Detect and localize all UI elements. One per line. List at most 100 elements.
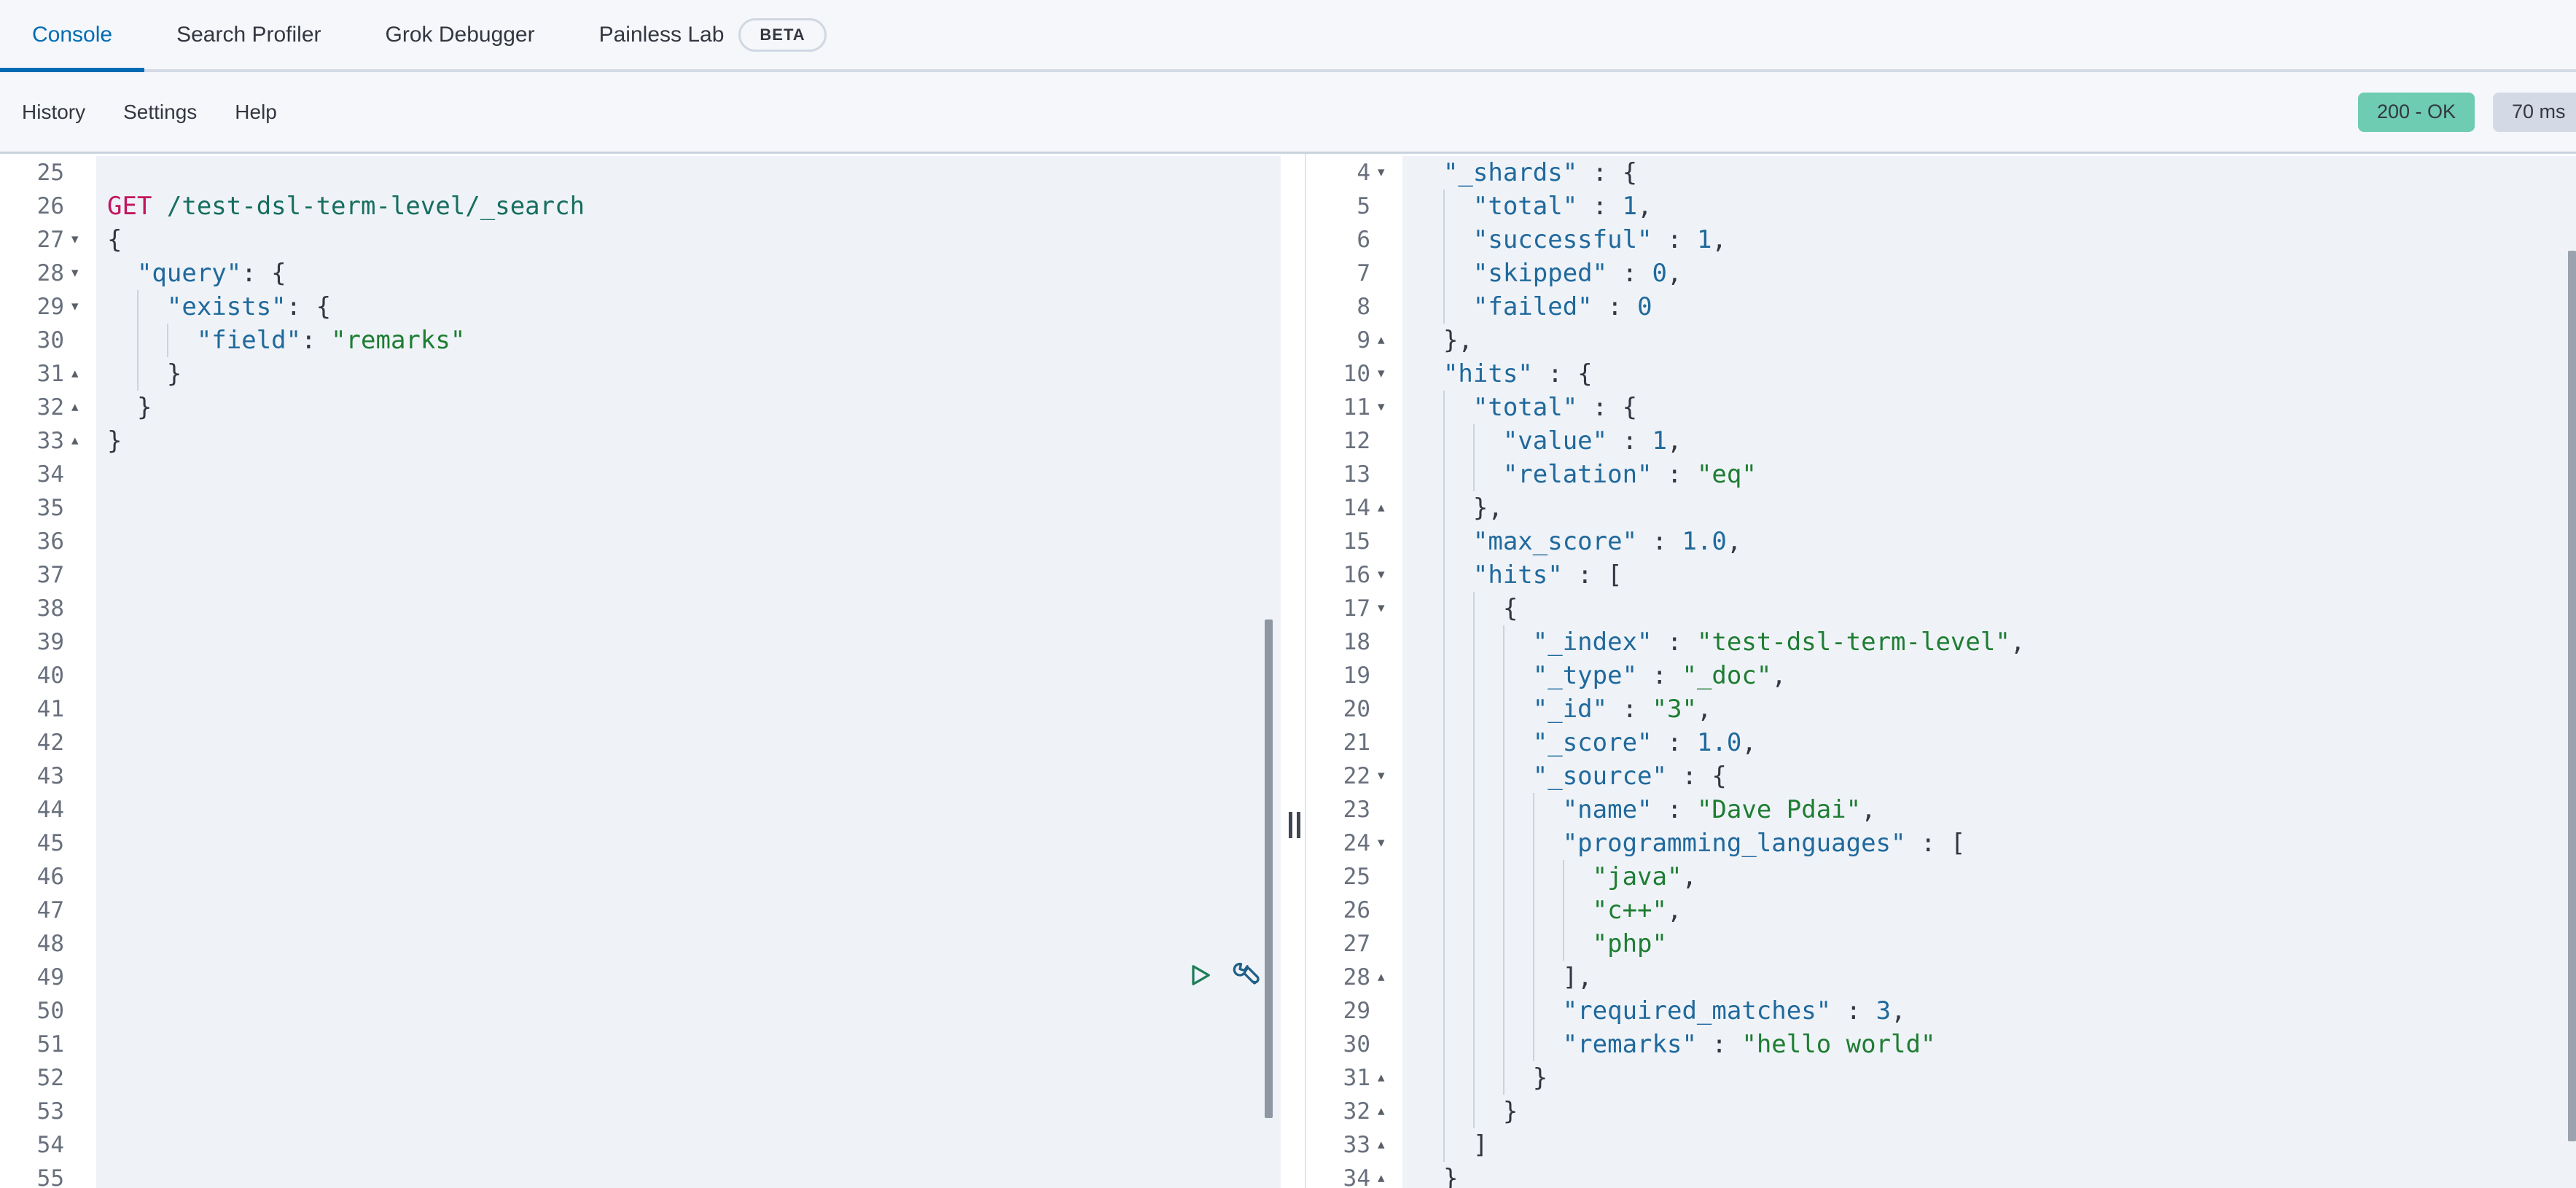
- menu-help[interactable]: Help: [235, 100, 277, 123]
- code-content[interactable]: "query": {: [96, 257, 1281, 290]
- fold-toggle-icon[interactable]: ▾: [69, 257, 96, 290]
- code-content[interactable]: "relation" : "eq": [1402, 458, 2576, 491]
- code-content[interactable]: "_type" : "_doc",: [1402, 659, 2576, 692]
- code-content[interactable]: [96, 961, 1281, 994]
- code-content[interactable]: [96, 659, 1281, 692]
- code-content[interactable]: "total" : {: [1402, 391, 2576, 424]
- code-content[interactable]: "name" : "Dave Pdai",: [1402, 793, 2576, 826]
- code-content[interactable]: [96, 793, 1281, 826]
- tab-grok-debugger[interactable]: Grok Debugger: [354, 0, 567, 69]
- send-request-button[interactable]: [1184, 958, 1217, 992]
- code-content[interactable]: [96, 625, 1281, 659]
- code-content[interactable]: [96, 491, 1281, 525]
- fold-toggle-icon[interactable]: ▾: [1375, 759, 1402, 793]
- fold-toggle-icon[interactable]: ▴: [1375, 1061, 1402, 1095]
- code-content[interactable]: "required_matches" : 3,: [1402, 994, 2576, 1028]
- fold-toggle-icon[interactable]: ▾: [1375, 558, 1402, 592]
- tab-console[interactable]: Console: [0, 0, 145, 72]
- code-content[interactable]: }: [96, 424, 1281, 458]
- code-content[interactable]: [96, 1128, 1281, 1162]
- fold-toggle-icon[interactable]: ▴: [69, 391, 96, 424]
- indent-space: [1413, 257, 1443, 290]
- response-scrollbar-thumb[interactable]: [2568, 251, 2576, 1141]
- code-content[interactable]: [96, 894, 1281, 927]
- fold-toggle-icon[interactable]: ▴: [1375, 1128, 1402, 1162]
- code-content[interactable]: [96, 1162, 1281, 1188]
- fold-toggle-icon[interactable]: ▴: [1375, 491, 1402, 525]
- code-content[interactable]: }: [1402, 1061, 2576, 1095]
- code-content[interactable]: },: [1402, 491, 2576, 525]
- request-scrollbar-thumb[interactable]: [1265, 620, 1273, 1118]
- fold-toggle-icon[interactable]: ▴: [1375, 1162, 1402, 1188]
- code-content[interactable]: "exists": {: [96, 290, 1281, 324]
- code-content[interactable]: "failed" : 0: [1402, 290, 2576, 324]
- code-content[interactable]: "programming_languages" : [: [1402, 826, 2576, 860]
- fold-toggle-icon[interactable]: ▴: [69, 424, 96, 458]
- code-content[interactable]: }: [1402, 1162, 2576, 1188]
- code-content[interactable]: [96, 558, 1281, 592]
- code-content[interactable]: "_id" : "3",: [1402, 692, 2576, 726]
- menu-history[interactable]: History: [22, 100, 86, 123]
- code-content[interactable]: ]: [1402, 1128, 2576, 1162]
- code-content[interactable]: },: [1402, 324, 2576, 357]
- code-content[interactable]: "field": "remarks": [96, 324, 1281, 357]
- request-editor-panel[interactable]: 25 26 GET /test-dsl-term-level/_search 27 ▾ {…: [0, 154, 1281, 1188]
- fold-toggle-icon[interactable]: ▾: [69, 223, 96, 257]
- line-number: 49: [0, 961, 69, 994]
- code-content[interactable]: ],: [1402, 961, 2576, 994]
- code-content[interactable]: "successful" : 1,: [1402, 223, 2576, 257]
- code-content[interactable]: }: [96, 391, 1281, 424]
- code-content[interactable]: [96, 759, 1281, 793]
- request-options-button[interactable]: [1227, 958, 1261, 992]
- menu-settings[interactable]: Settings: [123, 100, 198, 123]
- code-content[interactable]: [96, 458, 1281, 491]
- code-content[interactable]: "_shards" : {: [1402, 156, 2576, 189]
- code-content[interactable]: "value" : 1,: [1402, 424, 2576, 458]
- tab-painless-lab[interactable]: Painless Lab BETA: [567, 0, 859, 69]
- code-content[interactable]: "hits" : [: [1402, 558, 2576, 592]
- code-content[interactable]: "java",: [1402, 860, 2576, 894]
- code-content[interactable]: "skipped" : 0,: [1402, 257, 2576, 290]
- code-content[interactable]: [96, 525, 1281, 558]
- code-content[interactable]: [96, 726, 1281, 759]
- code-content[interactable]: "c++",: [1402, 894, 2576, 927]
- code-content[interactable]: [96, 826, 1281, 860]
- panel-resize-handle[interactable]: [1289, 812, 1302, 838]
- code-content[interactable]: }: [1402, 1095, 2576, 1128]
- fold-toggle-icon[interactable]: ▾: [1375, 826, 1402, 860]
- request-code-line: 36: [0, 525, 1281, 558]
- fold-toggle-icon[interactable]: ▾: [69, 290, 96, 324]
- code-content[interactable]: [96, 994, 1281, 1028]
- code-content[interactable]: "_score" : 1.0,: [1402, 726, 2576, 759]
- code-content[interactable]: "max_score" : 1.0,: [1402, 525, 2576, 558]
- code-content[interactable]: [96, 860, 1281, 894]
- code-content[interactable]: [96, 927, 1281, 961]
- fold-toggle-icon[interactable]: ▴: [1375, 1095, 1402, 1128]
- tab-search-profiler[interactable]: Search Profiler: [144, 0, 353, 69]
- code-content[interactable]: "_index" : "test-dsl-term-level",: [1402, 625, 2576, 659]
- code-content[interactable]: "remarks" : "hello world": [1402, 1028, 2576, 1061]
- indent-guide: [1443, 726, 1473, 759]
- code-content[interactable]: GET /test-dsl-term-level/_search: [96, 189, 1281, 223]
- fold-toggle-icon[interactable]: ▾: [1375, 592, 1402, 625]
- code-content[interactable]: "_source" : {: [1402, 759, 2576, 793]
- code-content[interactable]: "php": [1402, 927, 2576, 961]
- fold-toggle-icon[interactable]: ▾: [1375, 156, 1402, 189]
- code-content[interactable]: "hits" : {: [1402, 357, 2576, 391]
- code-content[interactable]: [96, 1061, 1281, 1095]
- code-content[interactable]: {: [96, 223, 1281, 257]
- fold-toggle-icon[interactable]: ▴: [1375, 324, 1402, 357]
- fold-toggle-icon[interactable]: ▴: [1375, 961, 1402, 994]
- code-content[interactable]: "total" : 1,: [1402, 189, 2576, 223]
- fold-toggle-icon[interactable]: ▾: [1375, 357, 1402, 391]
- fold-toggle-icon[interactable]: ▴: [69, 357, 96, 391]
- code-content[interactable]: }: [96, 357, 1281, 391]
- code-content[interactable]: [96, 692, 1281, 726]
- fold-toggle-icon[interactable]: ▾: [1375, 391, 1402, 424]
- code-content[interactable]: [96, 1095, 1281, 1128]
- code-content[interactable]: [96, 1028, 1281, 1061]
- response-viewer-panel[interactable]: 4 ▾ "_shards" : {5 "total" : 1, 6 "successful…: [1305, 154, 2576, 1188]
- code-content[interactable]: [96, 592, 1281, 625]
- code-content[interactable]: [96, 156, 1281, 189]
- code-content[interactable]: {: [1402, 592, 2576, 625]
